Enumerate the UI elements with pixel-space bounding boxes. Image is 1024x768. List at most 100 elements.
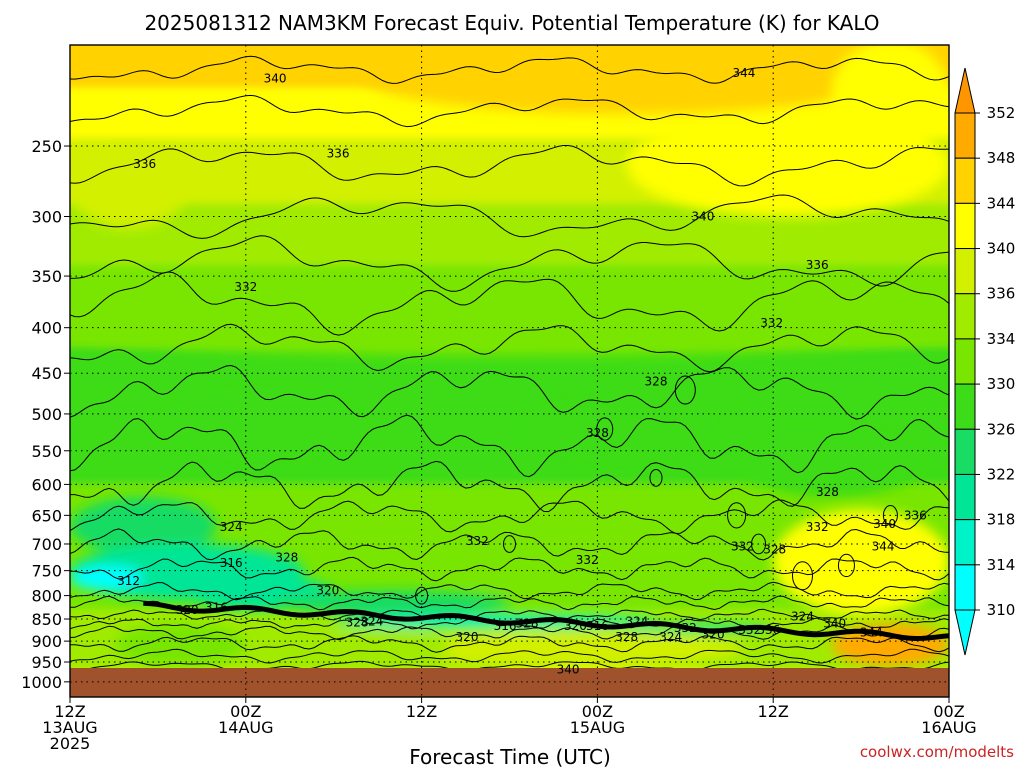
- contour-line: [70, 145, 949, 187]
- contour-label: 312: [117, 574, 140, 588]
- y-tick-label: 900: [31, 632, 62, 651]
- contour-label: 332: [806, 520, 829, 534]
- y-tick-label: 400: [31, 319, 62, 338]
- contour-label: 340: [873, 517, 896, 531]
- contour-label: 328: [586, 426, 609, 440]
- contour-label: 332: [234, 280, 257, 294]
- field-blobs: [70, 45, 949, 682]
- theta-e-field: [70, 45, 949, 697]
- colorbar-swatch: [954, 473, 976, 521]
- colorbar-swatch: [954, 383, 976, 430]
- y-tick-label: 1000: [21, 673, 62, 692]
- colorbar-swatch: [954, 157, 976, 204]
- contour-label: 320: [176, 603, 199, 617]
- contour-line: [70, 660, 949, 673]
- y-tick-label: 850: [31, 610, 62, 629]
- contour-label: 324: [626, 614, 649, 628]
- contour-line: [70, 460, 949, 513]
- colorbar-swatch: [954, 428, 976, 475]
- colorbar-swatch: [954, 564, 976, 611]
- x-tick-label: 16AUG: [921, 718, 976, 737]
- contour-label: 336: [806, 258, 829, 272]
- colorbar-label: 334: [987, 330, 1016, 348]
- contour-line: [70, 194, 949, 239]
- contour-label: 324: [791, 610, 814, 624]
- contour-label: 316: [494, 619, 517, 633]
- colorbar-label: 336: [987, 285, 1016, 303]
- contour-label: 320: [564, 619, 587, 633]
- contour-ring: [727, 502, 747, 529]
- contour-line: [70, 608, 949, 621]
- y-tick-label: 450: [31, 364, 62, 383]
- contour-ring: [596, 417, 614, 441]
- contour-label: 336: [327, 147, 350, 161]
- contour-label: 340: [264, 72, 287, 86]
- contour-label: 324: [659, 630, 682, 644]
- contour-label: 344: [872, 540, 895, 554]
- contour-line: [70, 364, 949, 420]
- field-blob: [70, 497, 217, 555]
- colorbar-label: 310: [987, 601, 1016, 619]
- field-blob: [626, 113, 949, 217]
- contour-line: [70, 635, 949, 653]
- credit-text: coolwx.com/modelts: [860, 743, 1014, 761]
- colorbar-swatch: [954, 248, 976, 295]
- field-blob: [70, 307, 949, 356]
- contour-line: [70, 55, 949, 84]
- x-tick-label: 12Z: [406, 702, 437, 721]
- contour-label: 328: [816, 485, 839, 499]
- colorbar-label: 322: [987, 465, 1016, 483]
- y-tick-label: 950: [31, 653, 62, 672]
- x-tick-label: 12Z: [54, 702, 85, 721]
- contour-label: 340: [691, 209, 714, 223]
- contour-label: 328: [615, 630, 638, 644]
- y-tick-label: 300: [31, 207, 62, 226]
- field-blob: [70, 565, 144, 591]
- colorbar-label: 340: [987, 240, 1016, 258]
- y-tick-label: 650: [31, 506, 62, 525]
- colorbar: 352 348 344 340 336 334 330 326 322 318 314 310: [954, 67, 1016, 656]
- contour-label: 316: [220, 556, 243, 570]
- x-tick-label: 00Z: [582, 702, 613, 721]
- contour-label: 320: [316, 584, 339, 598]
- contour-label: 332: [760, 316, 783, 330]
- contour-label: 344: [732, 66, 755, 80]
- plot-frame: [69, 44, 950, 698]
- field-blob: [275, 590, 510, 615]
- colorbar-extend-min: [954, 609, 976, 656]
- x-axis-title: Forecast Time (UTC): [409, 745, 611, 768]
- x-tick-label: 12Z: [758, 702, 789, 721]
- colorbar-label: 318: [987, 511, 1016, 529]
- contour-label: 328: [275, 551, 298, 565]
- contour-ring: [751, 533, 767, 555]
- contour-line: [70, 556, 949, 582]
- contour-label: 332: [731, 540, 754, 554]
- contour-ring: [882, 505, 898, 526]
- contour-label: 344: [860, 625, 883, 639]
- x-tick-label: 14AUG: [218, 718, 273, 737]
- colorbar-label: 314: [987, 556, 1016, 574]
- contour-labels: 340 344 336 336 340 336 332 332 328 328 328 324 332 3…: [117, 66, 927, 676]
- contour-label: 328: [763, 542, 786, 556]
- contour-line: [70, 271, 949, 336]
- colorbar-swatch: [954, 202, 976, 250]
- contour-label: 332: [738, 623, 761, 637]
- colorbar-swatch: [954, 293, 976, 340]
- contour-label: 340: [557, 662, 580, 676]
- x-tick-label: 15AUG: [570, 718, 625, 737]
- y-tick-label: 600: [31, 475, 62, 494]
- x-tick-label: 00Z: [230, 702, 261, 721]
- y-tick-label: 350: [31, 267, 62, 286]
- contour-label: 336: [904, 508, 927, 522]
- contour-label: 332: [576, 553, 599, 567]
- contour-line: [70, 94, 949, 128]
- colorbar-label: 344: [987, 194, 1016, 212]
- x-tick-label: 13AUG: [42, 718, 97, 737]
- contour-label: 316: [205, 600, 228, 614]
- contour-label: 328: [346, 616, 369, 630]
- contour-label: 320: [456, 630, 479, 644]
- contour-line: [70, 528, 949, 561]
- contour-line: [70, 499, 949, 534]
- colorbar-label: 348: [987, 149, 1016, 167]
